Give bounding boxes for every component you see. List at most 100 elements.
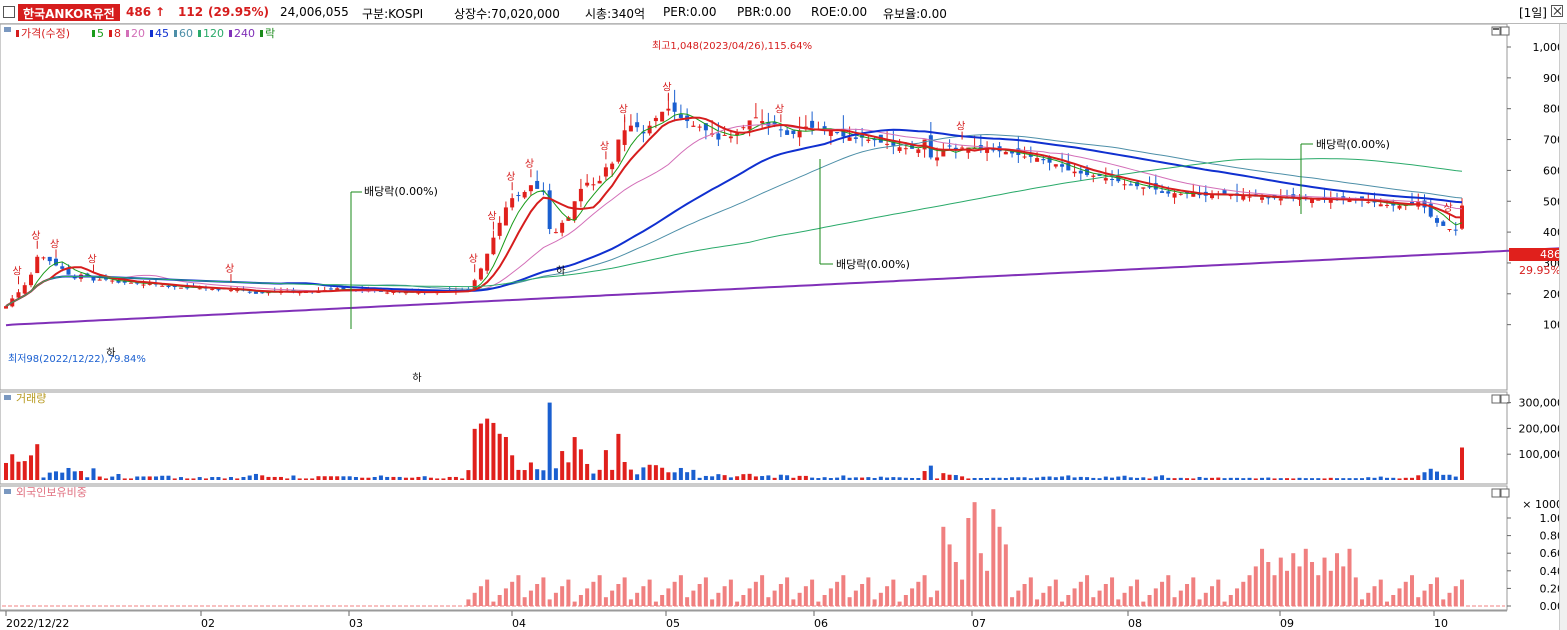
foreign-bar	[641, 586, 646, 606]
candle-body	[703, 123, 708, 131]
volume-bar	[1378, 476, 1383, 480]
foreign-bar	[847, 597, 852, 606]
volume-bar	[1447, 474, 1452, 480]
foreign-tick-label-5: 0.00	[1540, 600, 1565, 613]
foreign-bar	[778, 584, 783, 606]
foreign-bar	[1153, 588, 1158, 606]
candle-body	[1110, 178, 1115, 180]
volume-bar	[147, 476, 152, 480]
foreign-bar	[822, 595, 827, 606]
candle-body	[935, 157, 940, 161]
candle-body	[610, 163, 615, 170]
volume-bar	[853, 477, 858, 480]
volume-bar	[1410, 477, 1415, 480]
foreign-bar	[1416, 597, 1421, 606]
volume-bar	[1010, 477, 1015, 480]
foreign-bar	[1053, 579, 1058, 606]
candle-body	[810, 120, 815, 128]
volume-bar	[1278, 478, 1283, 480]
chart-scrollbar[interactable]	[1559, 24, 1567, 630]
volume-bar	[360, 477, 365, 480]
foreign-bar	[1041, 592, 1046, 606]
stock-name-badge[interactable]: 한국ANKOR유전	[18, 4, 120, 21]
candle-body	[991, 149, 996, 151]
volume-bar	[72, 471, 77, 480]
panel-menu-icon[interactable]	[4, 27, 11, 32]
volume-bar	[235, 478, 240, 480]
candle-body	[1097, 173, 1102, 176]
foreign-bar	[866, 577, 871, 606]
volume-bar	[397, 476, 402, 480]
volume-menu-icon[interactable]	[4, 395, 11, 400]
candle-body	[1066, 162, 1071, 171]
candle-body	[1078, 170, 1083, 174]
volume-bar	[835, 477, 840, 480]
foreign-bar	[716, 592, 721, 606]
foreign-bar	[960, 579, 965, 606]
volume-bar	[322, 476, 327, 480]
volume-bar	[560, 451, 565, 480]
stock-info-bar: 한국ANKOR유전 486 ↑ 112 (29.95%) 24,006,055 …	[0, 0, 1567, 24]
volume-bar	[941, 473, 946, 480]
volume-bar	[1097, 478, 1102, 480]
foreign-bar	[835, 581, 840, 606]
candle-body	[1191, 193, 1196, 197]
volume-bar	[791, 477, 796, 480]
panel-close-icon[interactable]	[1500, 26, 1510, 36]
candle-body	[847, 137, 852, 141]
foreign-maximize-icon[interactable]	[1491, 488, 1501, 498]
select-checkbox[interactable]	[3, 6, 15, 18]
candle-body	[666, 108, 671, 111]
volume-bar	[35, 444, 40, 480]
foreign-bar	[1141, 601, 1146, 606]
foreign-menu-icon[interactable]	[4, 489, 11, 494]
volume-bar	[541, 470, 546, 480]
foreign-bar	[553, 592, 558, 606]
stock-chart[interactable]: 가격(수정) 5 8 20 45 60 120 240 락 거래량 외국인보유비중 1,000 9…	[0, 24, 1567, 630]
moving-averages	[5, 113, 1567, 327]
foreign-bar	[760, 575, 765, 606]
legend-label-1: 5	[97, 27, 104, 40]
foreign-title: 외국인보유비중	[16, 486, 87, 499]
foreign-bar	[1428, 584, 1433, 606]
volume-bar	[1235, 477, 1240, 480]
candle-body	[122, 280, 127, 283]
volume-bar	[1135, 477, 1140, 480]
volume-maximize-icon[interactable]	[1491, 394, 1501, 404]
volume-close-icon[interactable]	[1500, 394, 1510, 404]
volume-bar	[753, 476, 758, 480]
volume-bar	[10, 454, 15, 480]
volume-bar	[97, 476, 102, 480]
foreign-bar	[703, 577, 708, 606]
volume-bar	[828, 478, 833, 480]
foreign-tick-label-3: 0.40	[1540, 565, 1565, 578]
volume-bar	[1260, 477, 1265, 480]
volume-bar	[1385, 477, 1390, 480]
period-selector[interactable]: [1일]	[1518, 6, 1547, 20]
foreign-bar	[885, 586, 890, 606]
volume-bar	[260, 475, 265, 480]
panel-maximize-icon[interactable]	[1491, 26, 1501, 36]
close-icon[interactable]	[1551, 5, 1563, 17]
candle-body	[853, 137, 858, 139]
volume-bar	[878, 476, 883, 480]
volume-bar	[641, 467, 646, 480]
candle-body	[1153, 183, 1158, 190]
volume-bar	[366, 477, 371, 480]
legend-swatch-7	[229, 30, 232, 37]
foreign-bar	[472, 592, 477, 606]
foreign-panel-frame	[0, 485, 1508, 611]
foreign-bar	[528, 590, 533, 606]
volume-bar	[103, 478, 108, 480]
volume-bar	[585, 463, 590, 480]
volume-bar	[222, 478, 227, 480]
candle-body	[697, 126, 702, 128]
foreign-close-icon[interactable]	[1500, 488, 1510, 498]
volume-bar	[1110, 477, 1115, 480]
volume-bar	[797, 475, 802, 480]
foreign-bar	[728, 579, 733, 606]
price-tick-label-6: 400	[1543, 226, 1564, 239]
div-marker-2	[819, 159, 833, 265]
foreign-bar	[503, 588, 508, 606]
